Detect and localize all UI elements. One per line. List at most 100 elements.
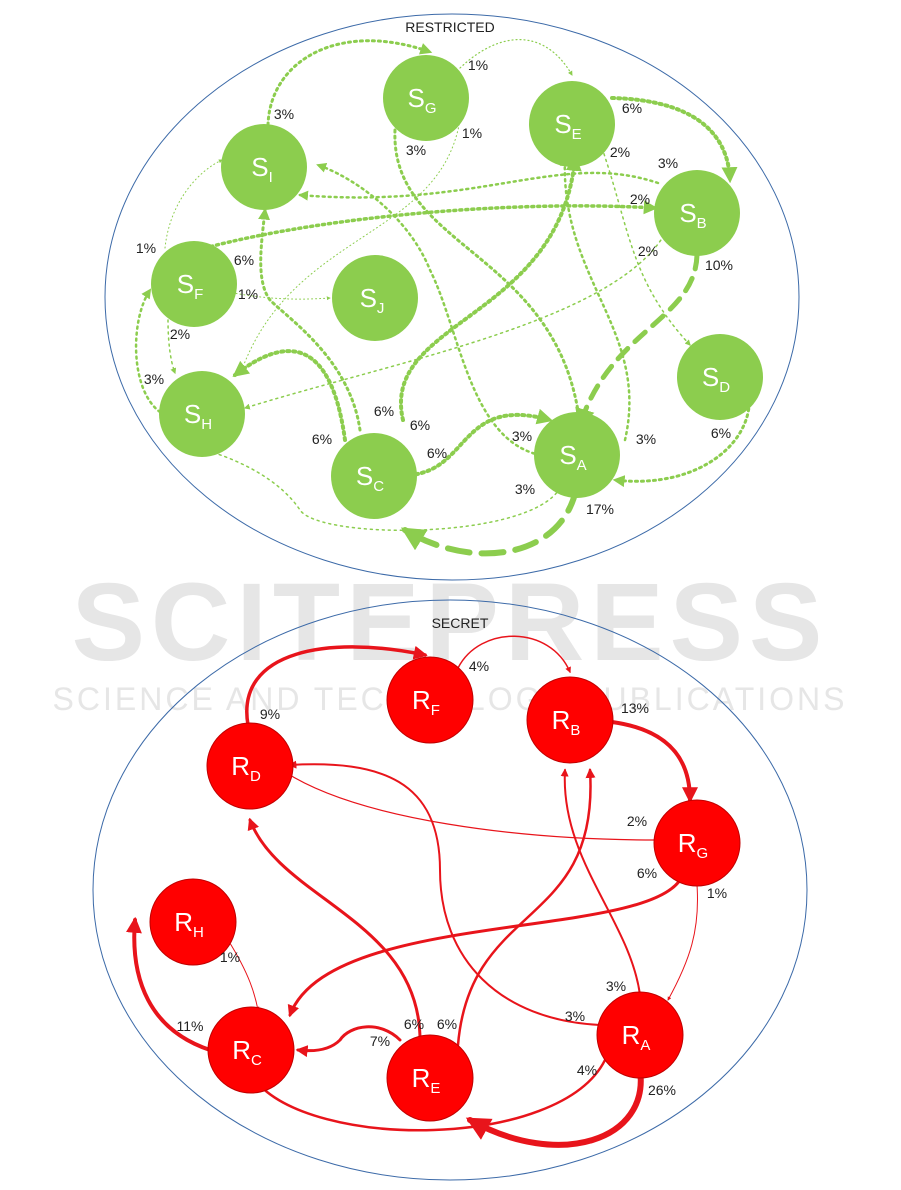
node-sj[interactable] <box>332 255 418 341</box>
edge-label: 2% <box>638 243 658 259</box>
edge-label: 6% <box>437 1016 457 1032</box>
svg-text:RE: RE <box>412 1063 441 1097</box>
node-re-sub: E <box>430 1080 440 1097</box>
edge-label: 6% <box>312 431 332 447</box>
secret-region <box>92 599 808 1181</box>
edge-sg-se <box>459 39 573 76</box>
edge-sg-sh <box>239 119 461 376</box>
edge-rf-rb <box>457 635 571 674</box>
svg-text:SC: SC <box>356 461 384 495</box>
node-rd[interactable] <box>206 722 294 810</box>
node-rc[interactable] <box>207 1006 295 1094</box>
edge-label: 4% <box>577 1062 597 1078</box>
secret-edge-labels: 4% 9% 13% 2% 6% 1% 1% 11% 7% 6% 6% 3% 3%… <box>177 658 728 1098</box>
edge-rb-rg <box>610 720 698 804</box>
node-sb-letter: S <box>679 198 696 228</box>
node-ra-sub: A <box>640 1037 650 1054</box>
node-sj-sub: J <box>377 300 385 317</box>
edge-label: 4% <box>469 658 489 674</box>
edge-sc-sa <box>408 408 554 477</box>
node-si[interactable] <box>221 124 307 210</box>
edge-re-rc <box>295 1025 402 1058</box>
edge-rg-rd <box>284 771 657 841</box>
node-sc-letter: S <box>356 461 373 491</box>
edge-sa-si <box>316 162 542 457</box>
svg-text:SI: SI <box>251 152 273 186</box>
edge-label: 2% <box>170 326 190 342</box>
svg-text:RB: RB <box>552 705 581 739</box>
node-sa[interactable] <box>534 412 620 498</box>
edge-label: 1% <box>220 949 240 965</box>
edge-label: 26% <box>648 1082 676 1098</box>
edge-label: 2% <box>630 191 650 207</box>
edge-sc-sh <box>232 349 347 442</box>
node-si-sub: I <box>269 169 273 186</box>
node-se[interactable] <box>529 81 615 167</box>
edge-sa-sh <box>203 448 561 532</box>
edge-ra-rd <box>288 760 601 1026</box>
secret-title: SECRET <box>432 615 489 631</box>
edge-label: 6% <box>374 403 394 419</box>
node-rh[interactable] <box>149 878 237 966</box>
node-rb[interactable] <box>526 676 614 764</box>
node-rf[interactable] <box>386 656 474 744</box>
edge-sf-sh <box>167 319 177 375</box>
svg-text:RH: RH <box>174 907 204 941</box>
edge-si-sg <box>266 39 433 127</box>
node-sd[interactable] <box>677 334 763 420</box>
edge-label: 3% <box>565 1008 585 1024</box>
edge-label: 6% <box>711 425 731 441</box>
edge-ra-rc <box>253 1058 607 1132</box>
edge-ra-rb <box>560 768 641 996</box>
node-si-letter: S <box>251 152 268 182</box>
node-sa-sub: A <box>577 457 587 474</box>
edge-rg-ra <box>667 884 698 1001</box>
node-se-letter: S <box>554 109 571 139</box>
edge-label: 7% <box>370 1033 390 1049</box>
node-rg-letter: R <box>678 828 697 858</box>
edge-rc-rh <box>125 916 212 1052</box>
node-ra[interactable] <box>596 991 684 1079</box>
edge-label: 13% <box>621 700 649 716</box>
edge-label: 1% <box>468 57 488 73</box>
node-sf[interactable] <box>151 241 237 327</box>
node-sh[interactable] <box>159 371 245 457</box>
node-rg[interactable] <box>653 799 741 887</box>
node-sg-sub: G <box>425 100 437 117</box>
node-sg[interactable] <box>383 55 469 141</box>
node-rf-letter: R <box>412 685 431 715</box>
svg-text:SG: SG <box>407 83 436 117</box>
edge-rg-rc <box>287 878 682 1018</box>
edge-label: 17% <box>586 501 614 517</box>
edge-sa-sc <box>400 487 579 557</box>
edge-label: 6% <box>637 865 657 881</box>
restricted-title: RESTRICTED <box>405 19 494 35</box>
node-rd-sub: D <box>250 768 261 785</box>
node-sc[interactable] <box>331 433 417 519</box>
node-se-sub: E <box>572 126 582 143</box>
svg-text:RG: RG <box>678 828 708 862</box>
svg-text:SH: SH <box>184 399 212 433</box>
node-sd-letter: S <box>702 362 719 392</box>
node-rh-sub: H <box>193 924 204 941</box>
edge-sc-si <box>258 207 362 432</box>
svg-text:RA: RA <box>622 1020 651 1054</box>
svg-text:SF: SF <box>177 269 204 303</box>
node-rc-sub: C <box>251 1052 262 1069</box>
node-rb-letter: R <box>552 705 571 735</box>
edge-sb-sh <box>243 229 668 410</box>
edge-rd-rf <box>245 645 428 727</box>
node-re-letter: R <box>412 1063 431 1093</box>
node-sa-letter: S <box>559 440 576 470</box>
node-sf-sub: F <box>194 286 203 303</box>
restricted-region <box>104 13 800 581</box>
secret-node-labels: RF RB RD RG RH RC RE RA <box>174 685 708 1097</box>
node-rd-letter: R <box>231 751 250 781</box>
node-sb[interactable] <box>654 170 740 256</box>
edge-re-rd <box>247 817 422 1042</box>
edge-label: 1% <box>136 240 156 256</box>
svg-text:SE: SE <box>554 109 581 143</box>
node-re[interactable] <box>386 1034 474 1122</box>
node-sh-sub: H <box>201 416 212 433</box>
